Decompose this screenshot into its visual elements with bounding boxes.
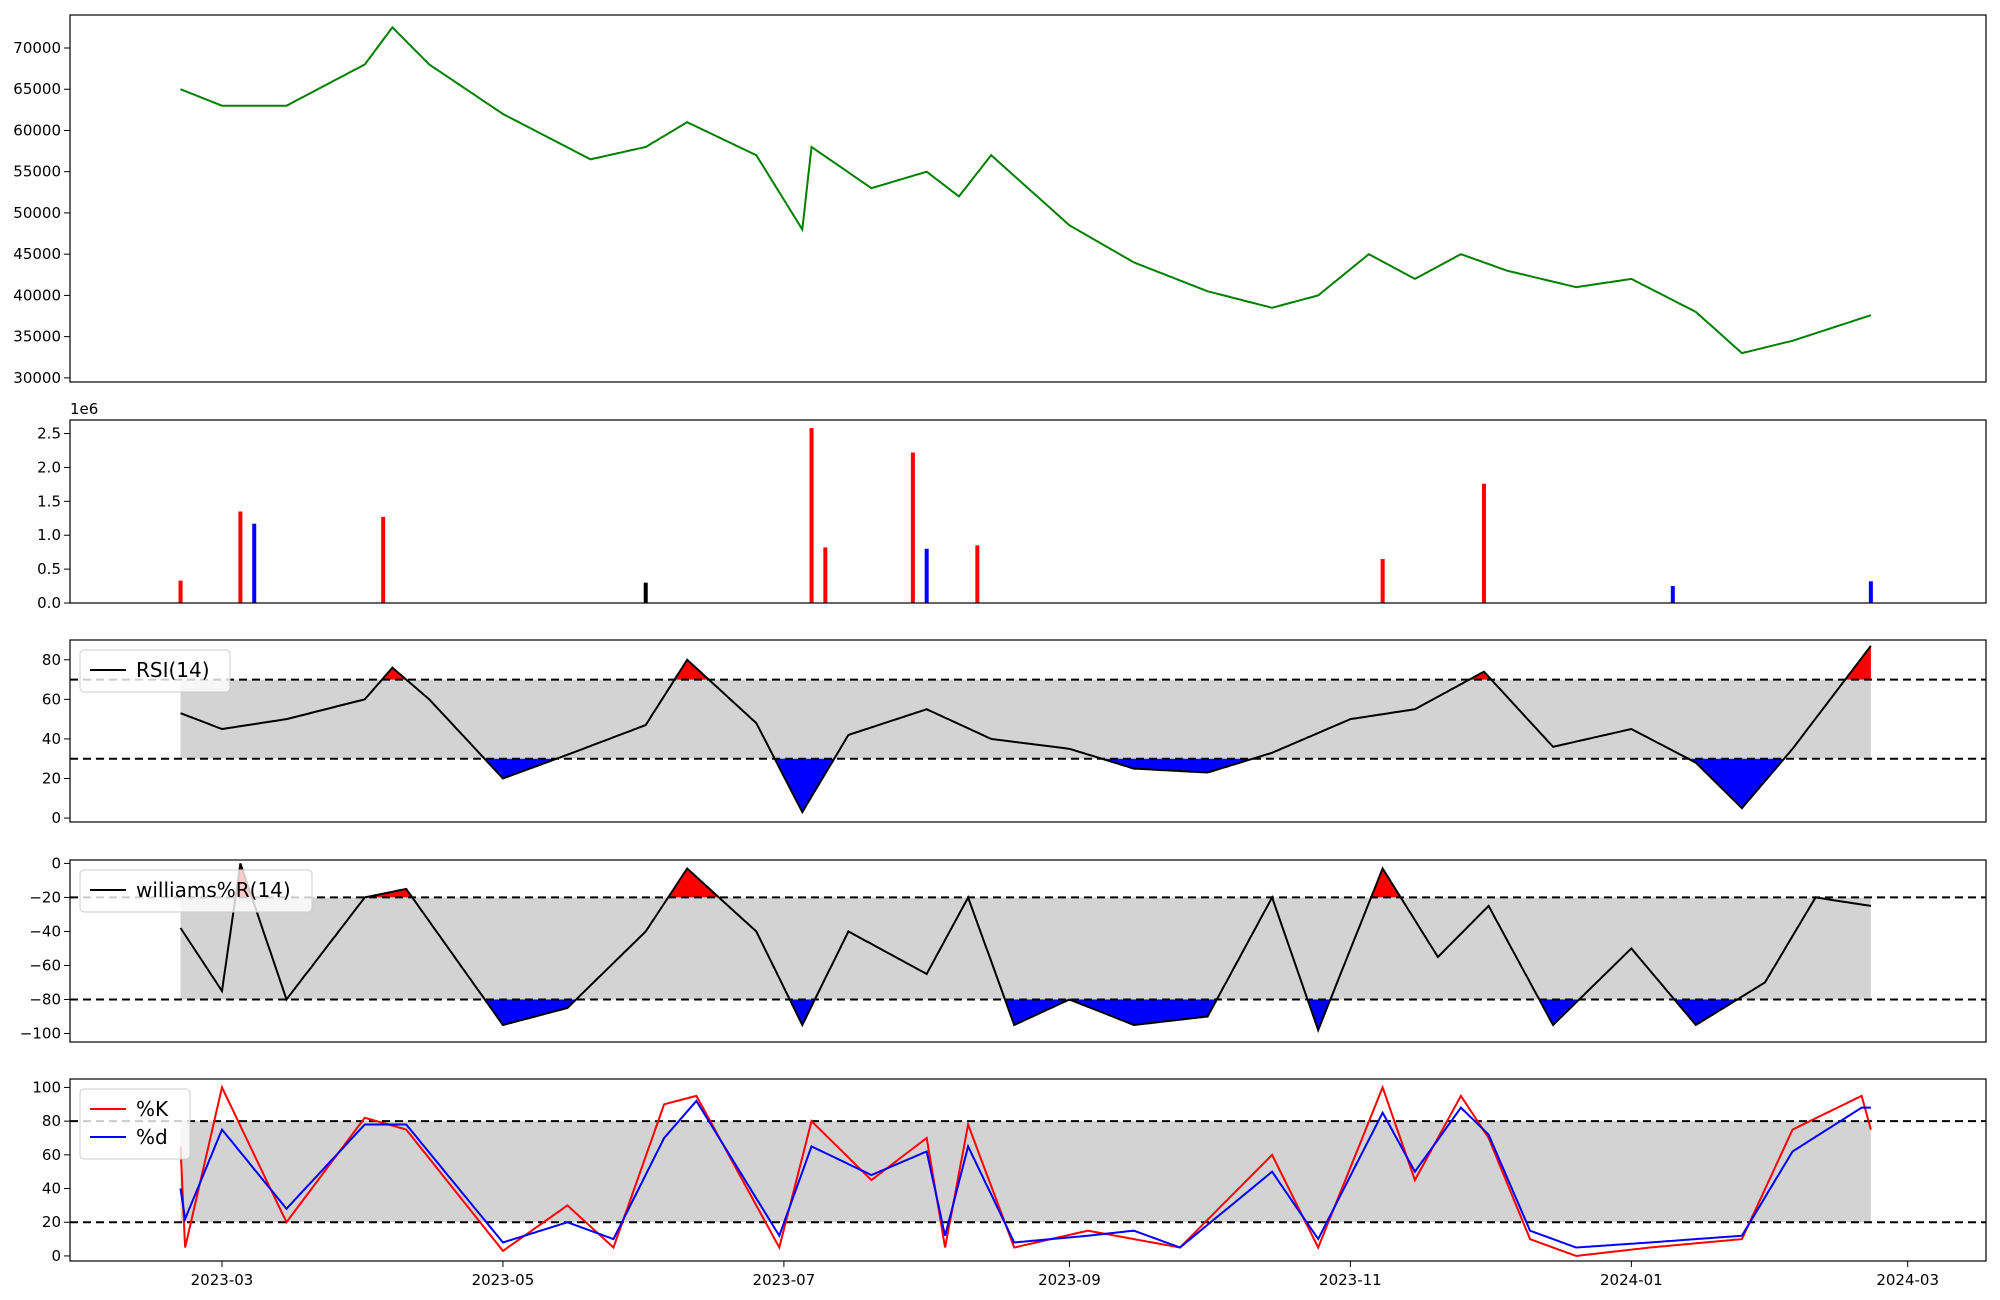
rsi-oversold-fill <box>180 758 1871 813</box>
williams-ytick-label: −40 <box>29 922 61 940</box>
price-frame <box>69 14 1987 383</box>
williams-panel: −100 −80 −60 −40 −20 0 williams%R(14) <box>20 854 1987 1043</box>
stochastic-legend-label: %d <box>136 1125 168 1149</box>
stochastic-ytick-label: 40 <box>42 1180 61 1198</box>
volume-bar <box>975 545 980 603</box>
volume-frame <box>69 419 1987 604</box>
volume-bar <box>1380 558 1385 603</box>
price-ytick-label: 55000 <box>13 163 61 181</box>
rsi-ytick-label: 40 <box>42 730 61 748</box>
stochastic-ytick-label: 80 <box>42 1112 61 1130</box>
stochastic-ytick-label: 0 <box>51 1247 61 1265</box>
volume-bar <box>809 428 814 603</box>
stochastic-frame <box>69 1078 1987 1262</box>
volume-bar <box>1670 586 1675 603</box>
x-tick-label: 2023-05 <box>472 1271 535 1289</box>
price-panel: 30000 35000 40000 45000 50000 55000 60000 65000… <box>13 14 1987 387</box>
x-tick-label: 2024-01 <box>1600 1271 1663 1289</box>
williams-legend-label: williams%R(14) <box>136 878 291 902</box>
volume-bar <box>910 452 915 603</box>
volume-ytick-label: 1.0 <box>37 526 61 544</box>
x-tick-label: 2023-11 <box>1319 1271 1382 1289</box>
price-line <box>180 25 1872 355</box>
rsi-legend <box>79 649 231 693</box>
stochastic-neutral-band <box>180 1121 1871 1223</box>
stochastic-ytick-label: 60 <box>42 1146 61 1164</box>
volume-ytick-label: 0.5 <box>37 560 61 578</box>
volume-ytick-label: 2.0 <box>37 458 61 476</box>
price-ytick-label: 40000 <box>13 286 61 304</box>
stochastic-line-k <box>179 1084 1872 1257</box>
rsi-line <box>180 645 1872 815</box>
volume-ytick-label: 0.0 <box>37 594 61 612</box>
williams-frame <box>69 859 1987 1043</box>
rsi-neutral-band <box>180 679 1871 759</box>
williams-ytick-label: −100 <box>20 1024 61 1042</box>
williams-line <box>179 863 1872 1033</box>
rsi-ytick-label: 0 <box>51 809 61 827</box>
volume-bar <box>178 580 183 603</box>
volume-ytick-label: 1.5 <box>37 492 61 510</box>
x-tick-label: 2023-09 <box>1038 1271 1101 1289</box>
price-ytick-label: 65000 <box>13 80 61 98</box>
volume-ytick-label: 2.5 <box>37 425 61 443</box>
rsi-ytick-label: 60 <box>42 690 61 708</box>
rsi-panel: 0 20 40 60 80 RSI(14) <box>42 639 1987 827</box>
volume-bar <box>1868 581 1873 603</box>
williams-ytick-label: −60 <box>29 956 61 974</box>
stochastic-panel: 0 20 40 60 80 100 %K %d <box>32 1078 1987 1265</box>
price-ytick-label: 30000 <box>13 369 61 387</box>
williams-legend <box>79 869 313 913</box>
volume-bar <box>643 582 648 603</box>
rsi-legend-label: RSI(14) <box>136 658 210 682</box>
price-ytick-label: 45000 <box>13 245 61 263</box>
williams-ytick-label: 0 <box>51 854 61 872</box>
price-ytick-label: 35000 <box>13 328 61 346</box>
x-tick-label: 2023-03 <box>191 1271 254 1289</box>
volume-panel: 0.0 0.5 1.0 1.5 2.0 2.5 1e6 <box>37 400 1987 612</box>
williams-oversold-fill <box>180 999 1871 1031</box>
stochastic-ytick-label: 100 <box>32 1078 61 1096</box>
x-tick-label: 2023-07 <box>753 1271 816 1289</box>
williams-ytick-label: −20 <box>29 888 61 906</box>
stochastic-legend <box>79 1088 191 1160</box>
volume-bar <box>924 548 929 603</box>
stochastic-legend-label: %K <box>136 1097 169 1121</box>
price-ytick-label: 50000 <box>13 204 61 222</box>
williams-ytick-label: −80 <box>29 990 61 1008</box>
rsi-overbought-fill <box>180 645 1871 680</box>
x-axis: 2023-03 2023-05 2023-07 2023-09 2023-11 2024-… <box>191 1261 1939 1289</box>
volume-offset-label: 1e6 <box>70 400 98 418</box>
price-ytick-label: 70000 <box>13 39 61 57</box>
rsi-frame <box>69 639 1987 823</box>
williams-overbought-fill <box>180 863 1871 898</box>
stochastic-line-d <box>179 1099 1871 1249</box>
williams-neutral-band <box>180 897 1871 1000</box>
rsi-ytick-label: 20 <box>42 769 61 787</box>
volume-bar <box>1481 483 1486 603</box>
x-tick-label: 2024-03 <box>1876 1271 1939 1289</box>
rsi-ytick-label: 80 <box>42 651 61 669</box>
volume-bar <box>381 516 386 603</box>
volume-bar <box>238 511 243 603</box>
price-ytick-label: 60000 <box>13 121 61 139</box>
volume-bar <box>252 523 257 603</box>
stochastic-ytick-label: 20 <box>42 1213 61 1231</box>
volume-bar <box>823 547 828 603</box>
